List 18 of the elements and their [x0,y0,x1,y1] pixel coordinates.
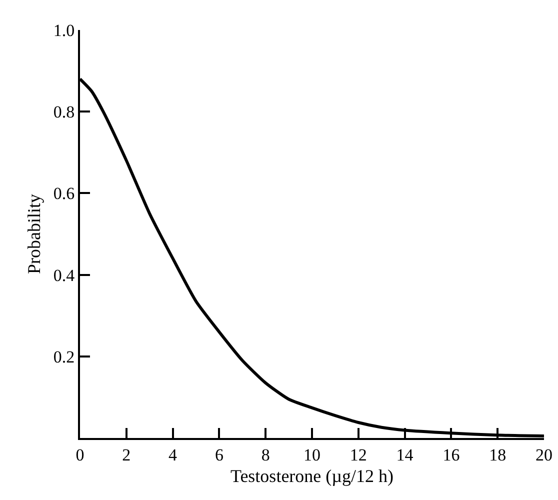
x-tick-label: 18 [489,445,506,464]
y-axis-title: Probability [24,194,44,274]
x-tick-label: 8 [261,445,270,464]
y-tick-label: 0.4 [53,266,76,285]
x-tick-label: 16 [442,445,460,464]
x-tick-label: 2 [122,445,131,464]
x-tick-label: 0 [76,445,84,464]
x-tick-label: 6 [214,445,224,464]
x-tick-label: 12 [350,445,367,464]
x-axis-title: Testosterone (µg/12 h) [230,466,394,486]
x-tick-label: 14 [396,445,414,464]
y-tick-label: 0.6 [53,184,75,204]
x-tick-label: 20 [536,445,552,464]
y-tick-label: 0.2 [53,347,75,366]
x-tick-label: 4 [168,445,178,464]
y-tick-label: 1.0 [53,20,75,40]
y-tick-label: 0.8 [53,102,75,122]
x-tick-label: 10 [304,445,320,464]
